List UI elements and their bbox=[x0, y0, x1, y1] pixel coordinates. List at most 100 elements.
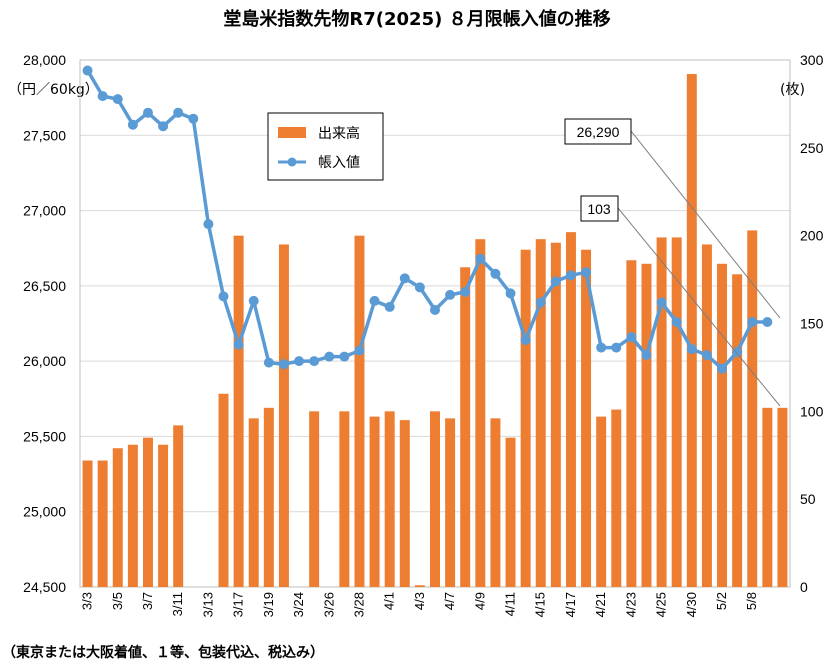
price-point bbox=[445, 289, 456, 300]
volume-bar bbox=[686, 74, 697, 587]
volume-bar bbox=[248, 418, 259, 587]
left-axis-unit: （円／60kg） bbox=[8, 82, 99, 98]
price-point bbox=[475, 253, 486, 264]
x-tick-label: 3/5 bbox=[110, 592, 125, 610]
price-point bbox=[278, 359, 289, 370]
volume-bar bbox=[732, 274, 743, 587]
price-point bbox=[218, 291, 229, 302]
price-point bbox=[203, 219, 214, 230]
price-point bbox=[188, 113, 199, 124]
callout-price-leader bbox=[630, 130, 781, 319]
left-tick-label: 28,000 bbox=[23, 52, 66, 68]
volume-bar bbox=[399, 420, 410, 587]
legend-box bbox=[267, 112, 384, 181]
legend: 出来高 帳入値 bbox=[267, 112, 384, 181]
price-point bbox=[142, 107, 153, 118]
x-tick-label: 3/19 bbox=[261, 592, 276, 617]
price-point bbox=[339, 351, 350, 362]
volume-bar bbox=[127, 444, 138, 587]
x-tick-label: 3/26 bbox=[321, 592, 336, 617]
left-tick-label: 27,000 bbox=[23, 203, 66, 219]
volume-bar bbox=[641, 263, 652, 587]
volume-bar bbox=[339, 411, 350, 587]
volume-bar bbox=[173, 425, 184, 587]
price-point bbox=[762, 316, 773, 327]
price-point bbox=[248, 295, 259, 306]
volume-bar bbox=[671, 237, 682, 587]
legend-label-volume: 出来高 bbox=[318, 125, 360, 142]
right-tick-label: 100 bbox=[800, 403, 824, 419]
x-tick-label: 4/15 bbox=[533, 592, 548, 617]
legend-swatch-price-marker bbox=[287, 157, 297, 167]
callout-volume-box bbox=[580, 195, 619, 222]
volume-bar bbox=[460, 267, 471, 587]
price-point bbox=[127, 119, 138, 130]
price-point bbox=[732, 347, 743, 358]
x-tick-label: 3/17 bbox=[231, 592, 246, 617]
right-axis-ticks: 0 50 100 150 200 250 300 bbox=[800, 52, 824, 595]
volume-bar bbox=[777, 407, 788, 587]
price-point bbox=[565, 270, 576, 281]
price-point bbox=[324, 351, 335, 362]
gridlines bbox=[80, 134, 790, 513]
price-point bbox=[596, 342, 607, 353]
volume-bar bbox=[384, 411, 395, 587]
x-tick-label: 4/23 bbox=[623, 592, 638, 617]
price-point bbox=[384, 301, 395, 312]
price-point bbox=[490, 268, 501, 279]
x-tick-label: 4/25 bbox=[654, 592, 669, 617]
volume-bar bbox=[112, 448, 123, 587]
price-point bbox=[430, 304, 440, 315]
volume-bar bbox=[596, 416, 607, 587]
callout-volume-leader bbox=[617, 207, 781, 407]
x-tick-label: 4/17 bbox=[563, 592, 578, 617]
price-point bbox=[82, 65, 93, 76]
x-tick-label: 4/1 bbox=[382, 592, 397, 610]
price-point bbox=[354, 345, 365, 356]
right-tick-label: 150 bbox=[800, 316, 824, 332]
volume-bars bbox=[82, 74, 788, 588]
volume-bar bbox=[233, 235, 244, 587]
price-point bbox=[505, 288, 516, 299]
price-point bbox=[369, 295, 380, 306]
price-point bbox=[460, 286, 471, 297]
chart-title: 堂島米指数先物R7(2025) ８月限帳入値の推移 bbox=[223, 8, 610, 30]
price-point bbox=[671, 316, 682, 327]
x-tick-label: 3/13 bbox=[200, 592, 215, 617]
price-point bbox=[686, 344, 697, 355]
x-axis-labels: 3/3 3/5 3/7 3/11 3/13 3/17 3/19 3/24 3/26 3/28 4/1… bbox=[80, 592, 760, 617]
left-tick-label: 25,500 bbox=[23, 428, 66, 444]
price-point bbox=[173, 107, 184, 118]
volume-bar bbox=[535, 239, 546, 587]
volume-bar bbox=[82, 460, 93, 587]
price-point bbox=[581, 267, 592, 278]
callout-price-box bbox=[564, 118, 632, 145]
volume-bar bbox=[414, 585, 425, 587]
price-point bbox=[641, 350, 652, 361]
volume-bar bbox=[611, 409, 622, 587]
volume-bar bbox=[656, 237, 667, 587]
price-point bbox=[656, 297, 667, 308]
volume-bar bbox=[278, 244, 289, 587]
legend-label-price: 帳入値 bbox=[318, 155, 360, 171]
volume-bar bbox=[565, 232, 576, 588]
x-tick-label: 5/2 bbox=[714, 592, 729, 610]
volume-bar bbox=[520, 249, 531, 587]
volume-bar bbox=[354, 235, 365, 587]
settlement-line bbox=[82, 65, 773, 374]
right-axis-unit: (枚) bbox=[780, 82, 805, 98]
volume-bar bbox=[762, 407, 773, 587]
volume-bar bbox=[717, 263, 728, 587]
volume-bar bbox=[581, 249, 592, 587]
volume-bar bbox=[475, 239, 486, 587]
x-tick-label: 3/3 bbox=[80, 592, 95, 610]
volume-bar bbox=[505, 437, 516, 587]
callout-price-label: 26,290 bbox=[577, 124, 620, 140]
price-point bbox=[158, 121, 169, 132]
x-tick-label: 4/11 bbox=[503, 592, 518, 616]
right-tick-label: 300 bbox=[800, 52, 824, 68]
x-tick-label: 3/7 bbox=[140, 592, 155, 610]
price-point bbox=[611, 342, 622, 353]
price-point bbox=[626, 332, 637, 343]
